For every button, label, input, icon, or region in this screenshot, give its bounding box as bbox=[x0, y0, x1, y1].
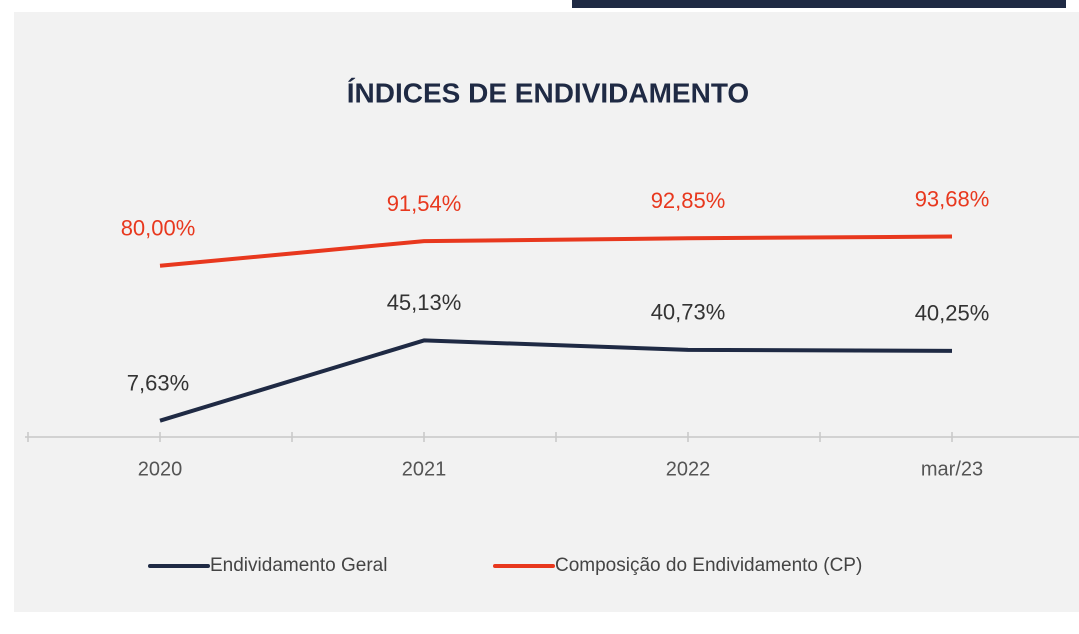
series-line bbox=[159, 234, 953, 268]
data-label: 40,73% bbox=[651, 300, 726, 325]
data-label: 80,00% bbox=[121, 216, 196, 241]
data-label: 7,63% bbox=[127, 370, 189, 395]
data-label: 45,13% bbox=[387, 290, 462, 315]
chart-title: ÍNDICES DE ENDIVIDAMENTO bbox=[347, 77, 749, 108]
x-tick-label: 2022 bbox=[666, 458, 711, 480]
x-tick-label: 2020 bbox=[138, 458, 183, 480]
x-tick-label: mar/23 bbox=[921, 458, 983, 480]
legend-label: Endividamento Geral bbox=[210, 555, 387, 576]
data-label: 40,25% bbox=[915, 301, 990, 326]
x-tick-label: 2021 bbox=[402, 458, 447, 480]
legend-label: Composição do Endividamento (CP) bbox=[555, 555, 862, 576]
header-bar bbox=[572, 0, 1066, 8]
data-label: 93,68% bbox=[915, 186, 990, 211]
data-label: 91,54% bbox=[387, 191, 462, 216]
chart-panel bbox=[14, 12, 1079, 612]
data-label: 92,85% bbox=[651, 188, 726, 213]
series-line bbox=[159, 338, 953, 423]
